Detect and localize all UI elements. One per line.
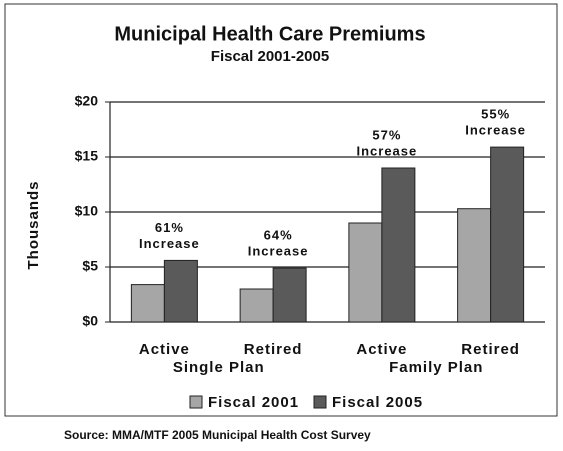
- source: Source: MMA/MTF 2005 Municipal Health Co…: [64, 428, 371, 442]
- annotation: Increase: [356, 143, 417, 158]
- y-tick-label: $20: [75, 93, 99, 109]
- legend-swatch: [189, 395, 203, 409]
- y-tick-label: $5: [82, 258, 98, 274]
- bar: [348, 222, 383, 323]
- bar: [272, 267, 307, 323]
- y-tick-label: $10: [75, 203, 99, 219]
- chart-subtitle: Fiscal 2001-2005: [211, 48, 329, 65]
- x-tick-label: Retired: [244, 341, 303, 358]
- annotation: 57%: [372, 127, 401, 142]
- annotation: Increase: [248, 244, 309, 259]
- bar: [130, 284, 165, 323]
- bar: [457, 208, 492, 323]
- x-tick-label: Active: [356, 341, 407, 358]
- bar: [381, 167, 416, 323]
- annotation: Increase: [465, 123, 526, 138]
- chart-title: Municipal Health Care Premiums: [114, 23, 425, 45]
- group-label: Single Plan: [173, 359, 265, 376]
- annotation: Increase: [139, 236, 200, 251]
- y-tick-label: $15: [75, 148, 99, 164]
- bar: [163, 259, 198, 323]
- legend-label: Fiscal 2005: [332, 394, 423, 411]
- legend-label: Fiscal 2001: [208, 394, 299, 411]
- bar: [490, 146, 525, 323]
- x-tick-label: Active: [139, 341, 190, 358]
- bar: [239, 288, 274, 323]
- annotation: 61%: [155, 220, 184, 235]
- annotation: 55%: [481, 107, 510, 122]
- legend-swatch: [313, 395, 327, 409]
- group-label: Family Plan: [389, 359, 483, 376]
- frame: [4, 3, 558, 417]
- y-axis-label: Thousands: [25, 180, 42, 269]
- annotation: 64%: [264, 228, 293, 243]
- x-tick-label: Retired: [461, 341, 520, 358]
- y-tick-label: $0: [82, 313, 98, 329]
